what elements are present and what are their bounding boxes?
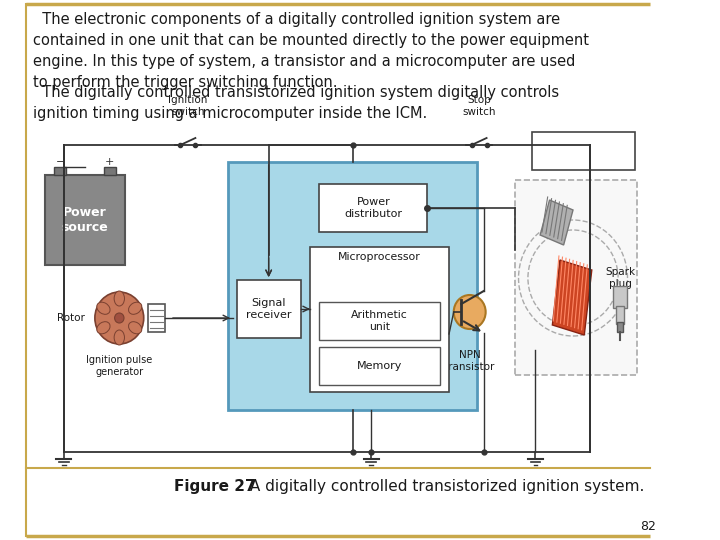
Text: The electronic components of a digitally controlled ignition system are
containe: The electronic components of a digitally… — [33, 12, 589, 90]
Ellipse shape — [96, 322, 110, 334]
Bar — [237, 280, 301, 338]
Text: +: + — [105, 157, 114, 167]
Text: Arithmetic
unit: Arithmetic unit — [351, 310, 408, 332]
Text: Power
distributor: Power distributor — [344, 197, 402, 219]
Text: Ignition
switch: Ignition switch — [168, 96, 207, 117]
Text: The digitally controlled transistorized ignition system digitally controls
ignit: The digitally controlled transistorized … — [33, 85, 559, 121]
Text: Stop
switch: Stop switch — [462, 96, 496, 117]
Bar — [148, 304, 166, 332]
Ellipse shape — [96, 302, 110, 314]
Ellipse shape — [129, 302, 142, 314]
Bar — [310, 247, 449, 392]
Bar — [320, 347, 440, 385]
Bar — [617, 322, 623, 332]
Bar — [228, 162, 477, 410]
Text: Power
source: Power source — [62, 206, 109, 234]
Bar — [613, 286, 626, 308]
Circle shape — [114, 313, 124, 323]
Bar — [515, 180, 637, 375]
Polygon shape — [540, 200, 573, 245]
Text: −: − — [55, 157, 65, 167]
Bar — [531, 132, 635, 170]
Text: A digitally controlled transistorized ignition system.: A digitally controlled transistorized ig… — [246, 478, 644, 494]
Ellipse shape — [114, 291, 125, 306]
Text: Rotor: Rotor — [57, 313, 84, 323]
Text: Memory: Memory — [357, 361, 402, 371]
Text: Ignition
coil: Ignition coil — [564, 140, 603, 162]
Polygon shape — [552, 260, 592, 335]
Text: Ignition pulse
generator: Ignition pulse generator — [86, 355, 153, 376]
Text: Figure 27: Figure 27 — [174, 478, 256, 494]
Text: Spark
plug: Spark plug — [605, 267, 635, 289]
Circle shape — [454, 295, 486, 329]
Bar — [616, 306, 624, 324]
Ellipse shape — [129, 322, 142, 334]
Bar — [320, 184, 428, 232]
Text: Microprocessor: Microprocessor — [338, 252, 421, 262]
Text: 82: 82 — [640, 519, 656, 532]
Text: NPN
transistor: NPN transistor — [444, 350, 495, 372]
Text: Signal
receiver: Signal receiver — [246, 298, 292, 320]
Bar — [104, 167, 115, 175]
Ellipse shape — [114, 330, 125, 345]
Bar — [45, 175, 125, 265]
Ellipse shape — [95, 292, 144, 344]
Bar — [320, 302, 440, 340]
Bar — [55, 167, 66, 175]
